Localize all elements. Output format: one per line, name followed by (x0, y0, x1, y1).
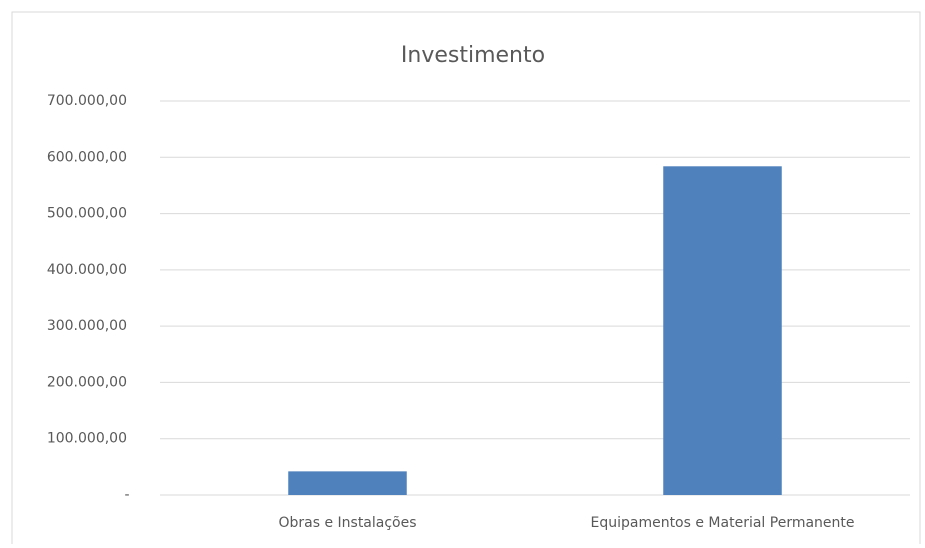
x-tick-label: Equipamentos e Material Permanente (590, 515, 854, 531)
y-tick-label: 300.000,00 (47, 318, 127, 334)
bar (663, 166, 782, 495)
chart-frame (11, 11, 921, 548)
y-tick-label: 600.000,00 (47, 149, 127, 165)
y-tick-label: 100.000,00 (47, 431, 127, 447)
x-tick-label: Obras e Instalações (278, 515, 416, 531)
y-tick-label: 200.000,00 (47, 374, 127, 390)
y-tick-label: 400.000,00 (47, 262, 127, 278)
y-tick-label: 700.000,00 (47, 93, 127, 109)
y-tick-label: - (124, 487, 129, 503)
y-tick-label: 500.000,00 (47, 206, 127, 222)
bar (288, 471, 407, 495)
chart-title: Investimento (401, 43, 545, 68)
